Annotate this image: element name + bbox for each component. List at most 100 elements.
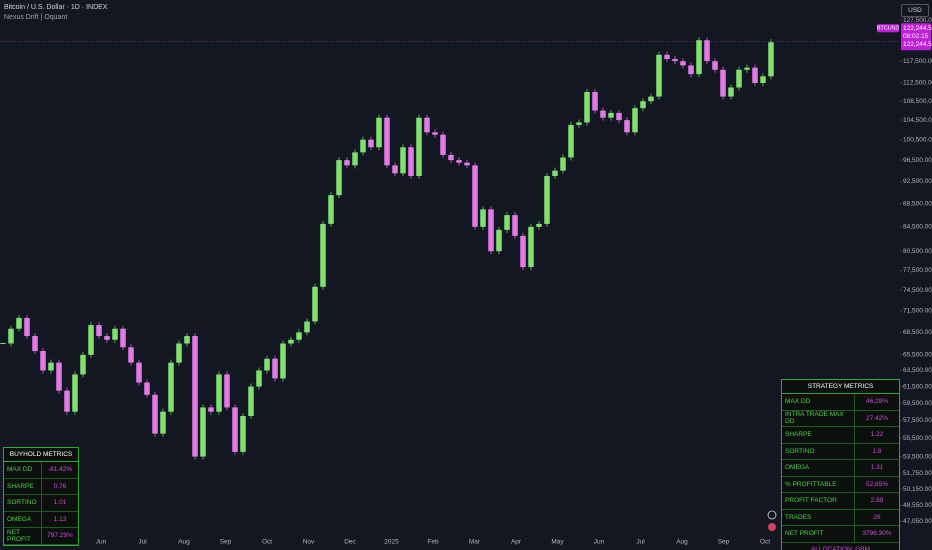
y-tick-label: 55,500.00 (903, 435, 932, 442)
candle (624, 120, 630, 133)
candle (280, 343, 286, 379)
candle (760, 76, 766, 84)
candle (368, 139, 374, 148)
y-tick-label: 92,500.00 (903, 178, 932, 185)
candle (696, 40, 702, 75)
candle (432, 132, 438, 135)
table-title: STRATEGY METRICS (782, 380, 899, 394)
candle (72, 374, 78, 412)
table-row: PROFIT FACTOR 2.89 (782, 493, 899, 510)
y-tick-label: 63,500.00 (903, 367, 932, 374)
y-tick-label: 48,550.00 (903, 502, 932, 509)
candle (104, 336, 110, 340)
candle (0, 342, 6, 344)
y-tick-label: 61,500.00 (903, 383, 932, 390)
candle (560, 157, 566, 171)
candle (568, 124, 574, 158)
candle (336, 160, 342, 196)
metric-name: SORTINO (4, 495, 42, 511)
x-tick-label: May (551, 539, 564, 546)
candle (632, 108, 638, 133)
y-tick-label: 53,500.00 (903, 453, 932, 460)
y-tick-label: 51,750.00 (903, 470, 932, 477)
candle (152, 394, 158, 434)
metric-name: NET PROFIT (782, 526, 855, 542)
candle (752, 67, 758, 84)
metric-value: 1.31 (870, 464, 884, 472)
candle (520, 235, 526, 268)
metric-name: SHARPE (4, 478, 42, 494)
candle (384, 117, 390, 166)
candle (600, 110, 606, 118)
candle (672, 59, 678, 62)
table-row: SORTINO 1.01 (4, 495, 78, 512)
candle (488, 209, 494, 252)
y-tick-label: 65,500.00 (903, 352, 932, 359)
candle (168, 362, 174, 412)
table-row: MAX DD 46.29% (782, 394, 899, 411)
currency-button[interactable]: USD (901, 4, 929, 17)
candle (56, 362, 62, 391)
candle (592, 92, 598, 111)
metric-value: 2.89 (870, 497, 884, 505)
table-row: INTRA TRADE MAX DD 27.42% (782, 410, 899, 427)
candle (616, 112, 622, 121)
candle (552, 170, 558, 176)
candle (360, 139, 366, 153)
x-tick-label: Nov (303, 539, 315, 546)
metric-value: 3796.30% (862, 530, 892, 538)
candle (728, 87, 734, 97)
metric-value: 0.76 (53, 482, 67, 490)
x-tick-label: Jun (594, 539, 605, 546)
candle (496, 229, 502, 252)
candle (584, 92, 590, 123)
candle (176, 343, 182, 363)
x-tick-label: Sep (220, 539, 232, 546)
indicator-name: Nexus Drift | Oquant (4, 14, 68, 21)
candle (112, 328, 118, 340)
price-tag-text: 122,244.51 (903, 41, 932, 48)
candle (464, 162, 470, 166)
metric-name: % PROFITTABLE (782, 476, 855, 492)
buyhold-table: BUYHOLD METRICS MAX DD -81.42% SHARPE 0.76 SO… (3, 447, 79, 546)
symbol-tag-text: BTCUSD (877, 26, 900, 32)
metric-name: INTRA TRADE MAX DD (782, 410, 855, 426)
y-tick-label: 84,500.00 (903, 224, 932, 231)
y-tick-label: 71,500.00 (903, 308, 932, 315)
candle (408, 147, 414, 176)
table-row: % PROFITTABLE 52.85% (782, 476, 899, 493)
candle (704, 40, 710, 62)
metric-value: 797.29% (47, 532, 73, 540)
symbol-line: Bitcoin / U.S. Dollar · 1D · INDEX (4, 4, 108, 11)
x-tick-label: Aug (676, 539, 688, 546)
candle (248, 386, 254, 416)
candle (480, 209, 486, 227)
candle (504, 215, 510, 230)
candle (312, 286, 318, 322)
candle (216, 374, 222, 412)
y-tick-label: 108,500.00 (903, 98, 932, 105)
table-row: OMEGA 1.31 (782, 460, 899, 477)
metric-value: 26 (873, 513, 881, 521)
candle (88, 325, 94, 355)
metric-value: 1.01 (53, 499, 67, 507)
candle (160, 411, 166, 434)
candle (376, 117, 382, 148)
y-tick-label: 96,500.00 (903, 157, 932, 164)
metric-value: 46.29% (865, 398, 889, 406)
candle (664, 54, 670, 60)
candle (720, 69, 726, 97)
table-title: BUYHOLD METRICS (4, 448, 78, 462)
price-tag-text: 122,244.51 (903, 25, 932, 32)
x-tick-label: Jul (636, 539, 645, 546)
table-row: SHARPE 0.76 (4, 478, 78, 495)
candle (208, 407, 214, 412)
candle (32, 336, 38, 352)
candle (736, 69, 742, 88)
symbol-tag (877, 24, 899, 33)
candle (120, 328, 126, 348)
y-tick-label: 68,500.00 (903, 329, 932, 336)
candle (424, 117, 430, 133)
candle (40, 351, 46, 371)
y-tick-label: 80,500.00 (903, 248, 932, 255)
